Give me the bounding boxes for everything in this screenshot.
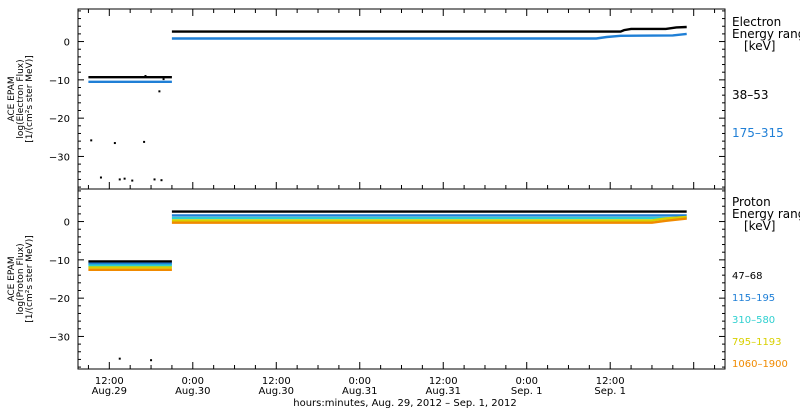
x-tick-label-time: 0:00	[182, 376, 204, 387]
legend-entry: 1060–1900	[732, 359, 788, 370]
x-tick-label-date: Aug.30	[175, 386, 210, 397]
series-line	[171, 215, 687, 222]
x-tick-label-time: 12:00	[596, 376, 625, 387]
series-0	[88, 210, 687, 263]
series-1	[88, 214, 687, 265]
y-tick-label: −20	[49, 114, 70, 125]
legend-title-line: Proton	[732, 195, 771, 209]
data-point	[113, 142, 116, 145]
data-point	[153, 178, 156, 181]
y-axis-label-line: log(Electron Flux)	[16, 59, 26, 138]
data-point	[160, 179, 163, 182]
series-1	[88, 32, 687, 84]
data-point	[123, 177, 126, 180]
legend-title-line: Energy ranges	[732, 207, 800, 221]
y-tick-label: −10	[49, 256, 70, 267]
series-line	[171, 32, 687, 40]
x-tick-label-date: Aug.29	[92, 386, 127, 397]
y-axis-label: ACE EPAMlog(Proton Flux)[1/(cm²s ster Me…	[7, 235, 35, 322]
x-tick-label-date: Aug.31	[426, 386, 461, 397]
y-axis-label-line: log(Proton Flux)	[16, 243, 26, 314]
data-point	[150, 359, 153, 362]
x-tick-label-time: 12:00	[429, 376, 458, 387]
y-axis-label-line: [1/(cm²s ster MeV)]	[25, 235, 35, 322]
legend-title-line: [keV]	[744, 39, 775, 53]
x-axis-label: hours:minutes, Aug. 29, 2012 – Sep. 1, 2…	[293, 398, 516, 409]
x-tick-label-time: 0:00	[515, 376, 537, 387]
data-point	[144, 75, 147, 78]
legend-entry: 38–53	[732, 88, 769, 102]
legend-entry: 47–68	[732, 271, 762, 282]
x-tick-label-date: Sep. 1	[511, 386, 543, 397]
series-4	[88, 217, 687, 271]
data-point	[118, 357, 121, 360]
data-point	[131, 179, 134, 182]
y-axis-label-line: ACE EPAM	[7, 76, 17, 121]
data-point	[158, 90, 161, 93]
series-line	[171, 25, 687, 33]
y-tick-label: −30	[49, 152, 70, 163]
legend-title-line: [keV]	[744, 219, 775, 233]
data-point	[143, 140, 146, 143]
data-point	[162, 78, 165, 81]
data-point	[90, 139, 93, 142]
legend-title-line: Energy ranges	[732, 27, 800, 41]
y-tick-label: 0	[64, 218, 70, 229]
panel-electron: 0 −10 −20 −30 ACE EPAMlog(Electron Flux)[1/(…	[7, 8, 800, 190]
x-tick-label-date: Aug.31	[342, 386, 377, 397]
x-tick-label-time: 12:00	[95, 376, 124, 387]
legend-entry: 175–315	[732, 126, 784, 140]
legend-entry: 115–195	[732, 293, 775, 304]
panel-proton: 0 −10 −20 −30 ACE EPAMlog(Proton Flux)[1/(cm…	[7, 188, 800, 370]
series-0	[88, 25, 687, 79]
x-tick-label-date: Sep. 1	[594, 386, 626, 397]
x-tick-label-date: Aug.30	[259, 386, 294, 397]
y-axis-label: ACE EPAMlog(Electron Flux)[1/(cm²s ster …	[7, 55, 35, 142]
y-tick-label: −30	[49, 332, 70, 343]
y-tick-label: −20	[49, 294, 70, 305]
y-tick-label: 0	[64, 38, 70, 49]
y-axis-label-line: ACE EPAM	[7, 256, 17, 301]
series-line	[171, 217, 687, 224]
series-3	[88, 215, 687, 269]
y-tick-label: −10	[49, 76, 70, 87]
legend-title-line: Electron	[732, 15, 781, 29]
y-axis-label-line: [1/(cm²s ster MeV)]	[25, 55, 35, 142]
data-point	[99, 176, 102, 179]
data-point	[118, 178, 121, 181]
legend-entry: 310–580	[732, 315, 775, 326]
series-2	[88, 216, 687, 267]
x-tick-label-time: 0:00	[349, 376, 371, 387]
legend-entry: 795–1193	[732, 337, 782, 348]
x-tick-label-time: 12:00	[262, 376, 291, 387]
